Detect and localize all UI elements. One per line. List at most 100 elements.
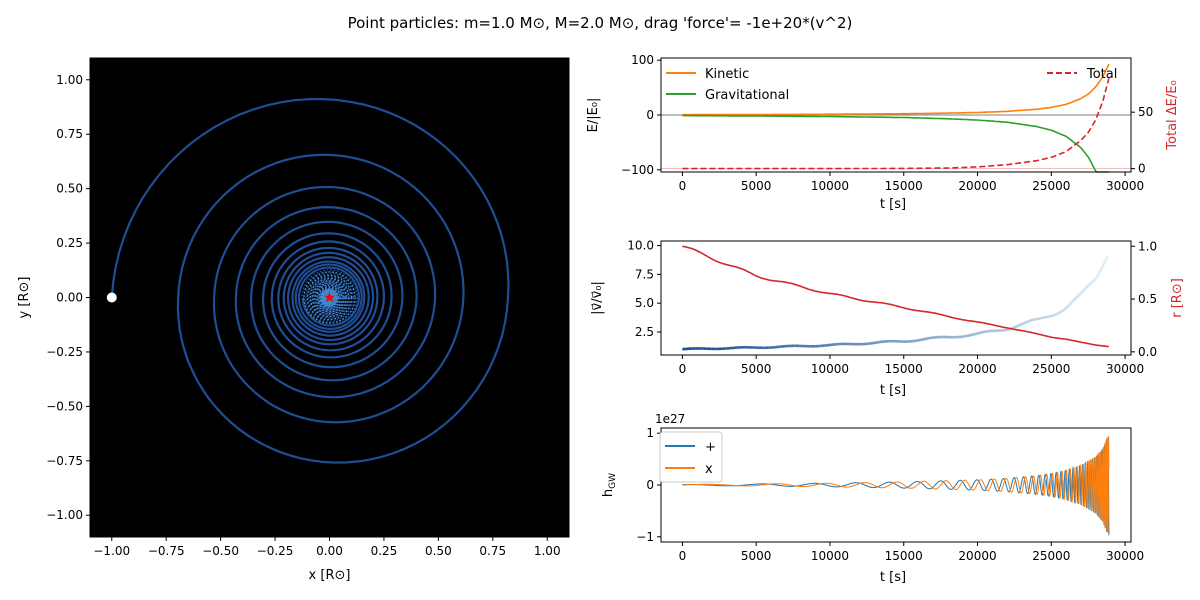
orbit-xtick-label: 0.25 bbox=[371, 544, 398, 558]
orbit-panel: −1.00 −0.75 −0.50 −0.25 0.00 0.25 0.50 0.75 1.00… bbox=[17, 57, 570, 583]
speed-segment bbox=[1062, 307, 1067, 312]
orbit-xtick-label: 0.50 bbox=[425, 544, 452, 558]
speed-ytick-label: 5.0 bbox=[635, 296, 654, 310]
speed-segment bbox=[967, 333, 971, 337]
orbit-spiral bbox=[106, 97, 510, 464]
speed-segment bbox=[1049, 314, 1053, 318]
speed-plot-frame bbox=[660, 240, 1132, 356]
legend-kinetic-label: Kinetic bbox=[705, 67, 749, 82]
energy-right-ytick-label: 0 bbox=[1138, 162, 1146, 176]
gw-xtick-label: 25000 bbox=[1032, 549, 1070, 563]
orbit-y-ticks: −1.00 −0.75 −0.50 −0.25 0.00 0.25 0.50 0.75 1.00 bbox=[46, 73, 90, 522]
speed-segment bbox=[1060, 309, 1064, 313]
speed-segment bbox=[1095, 273, 1100, 279]
orbit-inner-ring bbox=[301, 269, 358, 326]
orbit-spiral-path bbox=[110, 97, 510, 464]
orbit-inner-ring bbox=[318, 286, 341, 309]
gw-y-label-main: h bbox=[601, 489, 616, 497]
orbit-inner-ring bbox=[316, 284, 343, 311]
speed-segment bbox=[1071, 298, 1076, 303]
speed-segment bbox=[1068, 301, 1073, 306]
speed-segment bbox=[1073, 296, 1078, 301]
speed-segment bbox=[1091, 279, 1095, 284]
energy-series-total bbox=[682, 78, 1110, 170]
orbit-ytick-label: 0.75 bbox=[56, 127, 83, 141]
orbit-xtick-label: −1.00 bbox=[93, 544, 130, 558]
energy-xtick-label: 25000 bbox=[1032, 179, 1070, 193]
speed-right-ytick-label: 0.0 bbox=[1138, 345, 1157, 359]
speed-segment bbox=[1031, 318, 1035, 322]
speed-segment bbox=[1097, 269, 1102, 275]
energy-right-ticks: 0 50 bbox=[1131, 105, 1153, 176]
gw-plus-series bbox=[682, 437, 1110, 536]
orbit-ytick-label: −0.50 bbox=[46, 399, 83, 413]
energy-right-ytick-label: 50 bbox=[1138, 105, 1153, 119]
orbit-inner-ring bbox=[303, 271, 356, 324]
speed-segment bbox=[1079, 290, 1085, 295]
speed-segment bbox=[923, 337, 927, 341]
speed-segment bbox=[1084, 285, 1089, 290]
energy-lines bbox=[661, 63, 1131, 173]
speed-segment bbox=[1082, 287, 1087, 292]
orbit-inner-ring bbox=[311, 279, 348, 316]
speed-segment bbox=[1020, 322, 1024, 326]
speed-segment bbox=[978, 331, 982, 335]
orbit-ytick-label: −0.25 bbox=[46, 345, 83, 359]
orbit-ytick-label: 0.00 bbox=[56, 291, 83, 305]
orbit-xtick-label: −0.75 bbox=[148, 544, 185, 558]
energy-x-label: t [s] bbox=[880, 197, 906, 212]
speed-segment bbox=[1038, 316, 1042, 320]
speed-segment bbox=[969, 333, 973, 337]
speed-lines bbox=[682, 245, 1109, 351]
orbit-inner-ring bbox=[317, 285, 342, 310]
speed-y-label: |v⃗/v⃗₀| bbox=[590, 281, 605, 315]
legend-total-label: Total bbox=[1086, 67, 1117, 82]
speed-xtick-label: 15000 bbox=[885, 362, 923, 376]
orbit-inner-ring bbox=[313, 281, 346, 314]
speed-segment bbox=[1088, 281, 1093, 286]
energy-xtick-label: 5000 bbox=[741, 179, 772, 193]
orbit-x-ticks: −1.00 −0.75 −0.50 −0.25 0.00 0.25 0.50 0.75 1.00 bbox=[93, 537, 561, 558]
speed-segment bbox=[1011, 326, 1015, 330]
orbit-xtick-label: 0.75 bbox=[479, 544, 506, 558]
speed-segment bbox=[1058, 310, 1062, 315]
energy-xtick-label: 10000 bbox=[811, 179, 849, 193]
energy-panel: 0 5000 10000 15000 20000 25000 30000 −1000100 … bbox=[586, 53, 1180, 212]
speed-segment bbox=[1027, 319, 1031, 323]
gw-lines bbox=[682, 436, 1110, 536]
gw-cross-series bbox=[682, 436, 1110, 533]
gw-legend: + x bbox=[659, 431, 723, 483]
orbit-y-label: y [R⊙] bbox=[17, 277, 32, 319]
speed-segment bbox=[1013, 325, 1018, 329]
speed-segment bbox=[1077, 292, 1082, 297]
speed-segment bbox=[1022, 321, 1027, 325]
speed-segment bbox=[1051, 313, 1055, 318]
gw-xtick-label: 15000 bbox=[885, 549, 923, 563]
speed-y-ticks: 2.5 5.0 7.5 10.0 bbox=[627, 239, 661, 339]
speed-segment bbox=[918, 338, 922, 342]
speed-segment bbox=[1025, 320, 1029, 324]
energy-series-kinetic bbox=[682, 63, 1110, 116]
speed-segment bbox=[1104, 255, 1109, 262]
gw-xtick-label: 0 bbox=[679, 549, 687, 563]
speed-segment bbox=[1055, 311, 1060, 316]
speed-segment bbox=[974, 332, 978, 336]
speed-segment bbox=[1036, 317, 1040, 321]
speed-ytick-label: 10.0 bbox=[627, 239, 654, 253]
gw-xtick-label: 30000 bbox=[1106, 549, 1144, 563]
speed-segment bbox=[1053, 313, 1058, 317]
gw-panel: 0 5000 10000 15000 20000 25000 30000 −1 0 1 t [s… bbox=[601, 412, 1144, 585]
orbit-inner-ring bbox=[309, 277, 350, 318]
orbit-ytick-label: −1.00 bbox=[46, 508, 83, 522]
radius-series bbox=[682, 245, 1109, 348]
speed-right-ytick-label: 1.0 bbox=[1138, 239, 1157, 253]
speed-segment bbox=[976, 331, 980, 335]
speed-panel: 0 5000 10000 15000 20000 25000 30000 2.5 5.0 7.5… bbox=[590, 239, 1185, 398]
speed-segment bbox=[972, 332, 975, 336]
speed-x-ticks: 0 5000 10000 15000 20000 25000 30000 bbox=[679, 355, 1144, 376]
energy-xtick-label: 0 bbox=[679, 179, 687, 193]
speed-segment bbox=[1101, 260, 1107, 267]
energy-ytick-label: 0 bbox=[646, 108, 654, 122]
legend-plus-label: + bbox=[705, 440, 716, 455]
orbit-xtick-label: −0.50 bbox=[202, 544, 239, 558]
